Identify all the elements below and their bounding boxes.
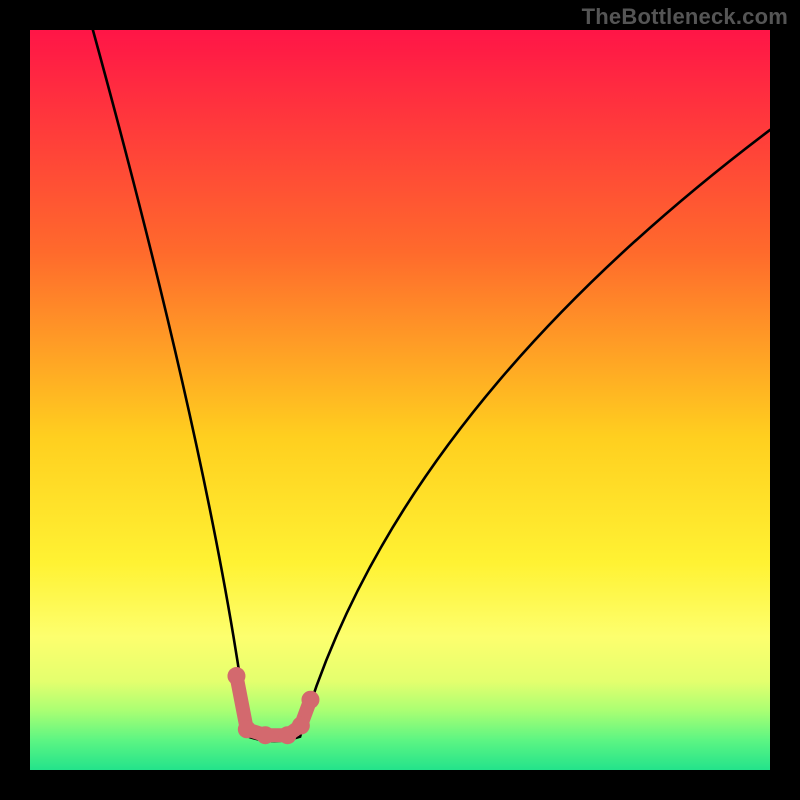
marker-point	[292, 717, 310, 735]
gradient-panel	[30, 30, 770, 770]
marker-point	[301, 691, 319, 709]
marker-point	[256, 726, 274, 744]
marker-point	[238, 720, 256, 738]
chart-stage: TheBottleneck.com	[0, 0, 800, 800]
bottleneck-chart	[0, 0, 800, 800]
marker-point	[227, 667, 245, 685]
watermark-text: TheBottleneck.com	[582, 4, 788, 30]
